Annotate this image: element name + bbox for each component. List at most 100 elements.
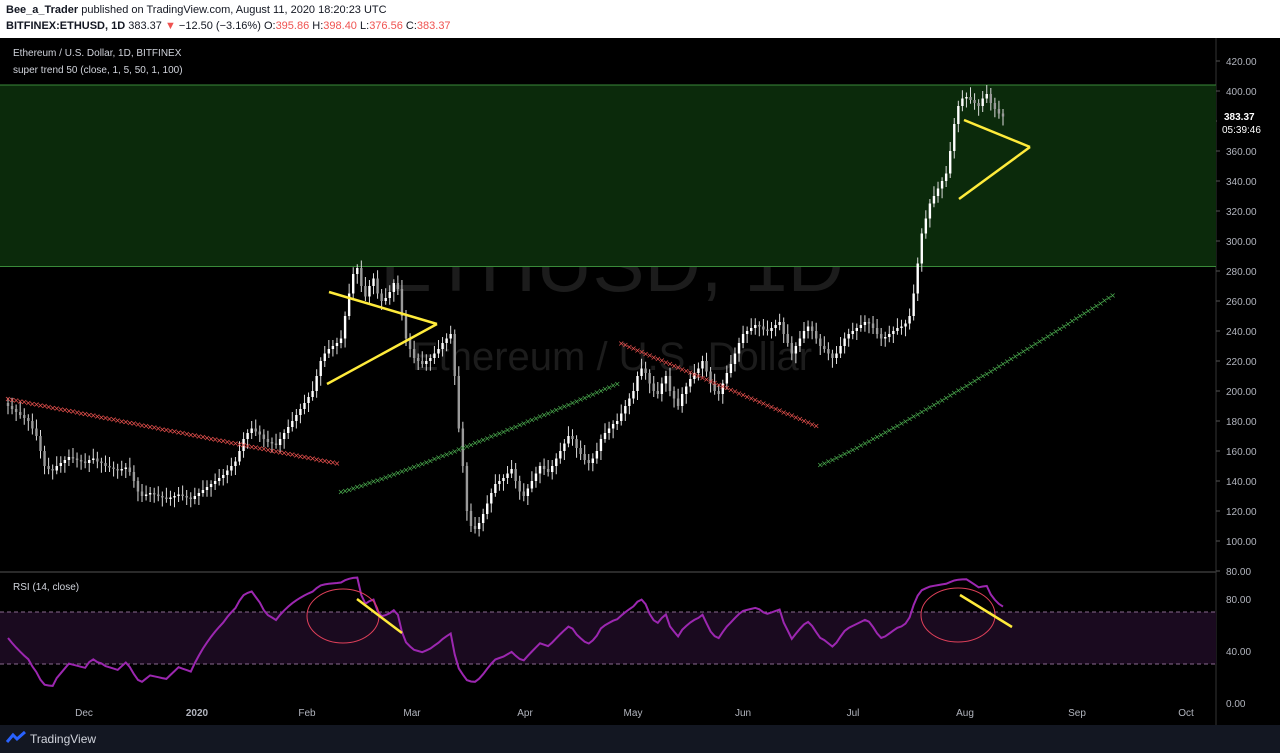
supertrend-marker: ×: [447, 448, 454, 457]
candle-body: [827, 349, 830, 354]
price-change: −12.50 (−3.16%): [178, 20, 261, 32]
supertrend-marker: ×: [760, 399, 767, 408]
candle-body: [620, 413, 623, 421]
supertrend-marker: ×: [350, 484, 357, 493]
supertrend-marker: ×: [833, 453, 840, 462]
supertrend-marker: ×: [622, 341, 629, 350]
candle-body: [713, 383, 716, 391]
supertrend-marker: ×: [464, 442, 471, 451]
supertrend-marker: ×: [399, 467, 406, 476]
supertrend-marker: ×: [13, 396, 20, 405]
candle-body: [928, 203, 932, 219]
supertrend-marker: ×: [793, 413, 800, 422]
supertrend-marker: ×: [728, 385, 735, 394]
supertrend-marker: ×: [228, 438, 235, 447]
supertrend-marker: ×: [992, 364, 999, 373]
price-chart[interactable]: ETHUSD, 1DEthereum / U.S. Dollar420.0040…: [0, 38, 1280, 725]
candle-body: [961, 98, 964, 106]
candle-body: [161, 496, 164, 498]
author-name[interactable]: Bee_a_Trader: [6, 4, 79, 16]
supertrend-marker: ×: [931, 401, 938, 410]
supertrend-marker: ×: [57, 405, 64, 414]
supertrend-marker: ×: [403, 466, 410, 475]
candle-body: [449, 334, 452, 339]
supertrend-marker: ×: [135, 420, 142, 429]
candle-body: [51, 469, 54, 471]
candle-body: [112, 467, 115, 469]
supertrend-marker: ×: [273, 447, 280, 456]
candle-body: [656, 391, 659, 394]
supertrend-marker: ×: [638, 348, 645, 357]
supertrend-marker: ×: [610, 381, 617, 390]
candle-body: [790, 343, 794, 354]
footer-brand[interactable]: TradingView: [30, 732, 97, 746]
candle-body: [10, 406, 14, 409]
candle-body: [798, 338, 802, 346]
y-tick-label: 240.00: [1226, 327, 1257, 338]
candle-body: [433, 353, 436, 358]
candle-body: [693, 373, 696, 379]
candle-body: [486, 503, 489, 514]
candle-body: [863, 322, 867, 325]
candle-body: [368, 286, 371, 297]
supertrend-marker: ×: [240, 441, 247, 450]
supertrend-marker: ×: [630, 344, 637, 353]
supertrend-marker: ×: [545, 409, 552, 418]
candle-body: [831, 353, 834, 358]
supertrend-marker: ×: [204, 434, 211, 443]
supertrend-marker: ×: [1036, 337, 1043, 346]
supertrend-marker: ×: [256, 444, 263, 453]
candle-body: [575, 439, 578, 448]
y-tick-label: 320.00: [1226, 207, 1257, 218]
watermark-name: Ethereum / U.S. Dollar: [412, 335, 812, 379]
supertrend-marker: ×: [346, 485, 353, 494]
supertrend-marker: ×: [533, 414, 540, 423]
supertrend-marker: ×: [983, 369, 990, 378]
supertrend-marker: ×: [106, 414, 113, 423]
candle-body: [88, 460, 91, 463]
candle-body: [412, 349, 416, 358]
supertrend-marker: ×: [484, 434, 491, 443]
supertrend-marker: ×: [1052, 327, 1059, 336]
supertrend-marker: ×: [553, 405, 560, 414]
rsi-tick-label: 40.00: [1226, 647, 1251, 658]
supertrend-marker: ×: [691, 370, 698, 379]
candle-body: [376, 278, 379, 294]
candle-body: [940, 181, 944, 189]
candle-body: [754, 325, 757, 328]
supertrend-marker: ×: [594, 388, 601, 397]
candle-body: [148, 493, 152, 495]
candle-body: [339, 338, 343, 343]
candle-body: [835, 353, 838, 358]
candle-body: [108, 466, 111, 468]
candle-body: [745, 331, 749, 334]
supertrend-marker: ×: [898, 419, 905, 428]
supertrend-marker: ×: [1089, 304, 1096, 313]
supertrend-marker: ×: [561, 402, 568, 411]
supertrend-marker: ×: [516, 421, 523, 430]
candle-body: [319, 361, 322, 376]
supertrend-marker: ×: [334, 459, 341, 468]
supertrend-marker: ×: [1028, 342, 1035, 351]
candle-body: [636, 376, 639, 391]
supertrend-marker: ×: [309, 454, 316, 463]
supertrend-marker: ×: [719, 382, 726, 391]
supertrend-marker: ×: [679, 365, 686, 374]
candle-body: [611, 424, 615, 429]
candle-body: [741, 334, 745, 343]
supertrend-marker: ×: [187, 430, 194, 439]
supertrend-marker: ×: [110, 415, 117, 424]
supertrend-marker: ×: [200, 433, 207, 442]
supertrend-marker: ×: [853, 443, 860, 452]
x-tick-label: Sep: [1068, 708, 1086, 719]
supertrend-marker: ×: [159, 425, 166, 434]
supertrend-marker: ×: [285, 449, 292, 458]
supertrend-marker: ×: [963, 381, 970, 390]
supertrend-marker: ×: [1085, 306, 1092, 315]
candle-body: [843, 338, 846, 346]
candle-body: [729, 364, 733, 373]
tradingview-logo-icon: [6, 731, 26, 743]
y-tick-label: 100.00: [1226, 537, 1257, 548]
candle-body: [989, 94, 993, 103]
candle-body: [571, 436, 574, 439]
